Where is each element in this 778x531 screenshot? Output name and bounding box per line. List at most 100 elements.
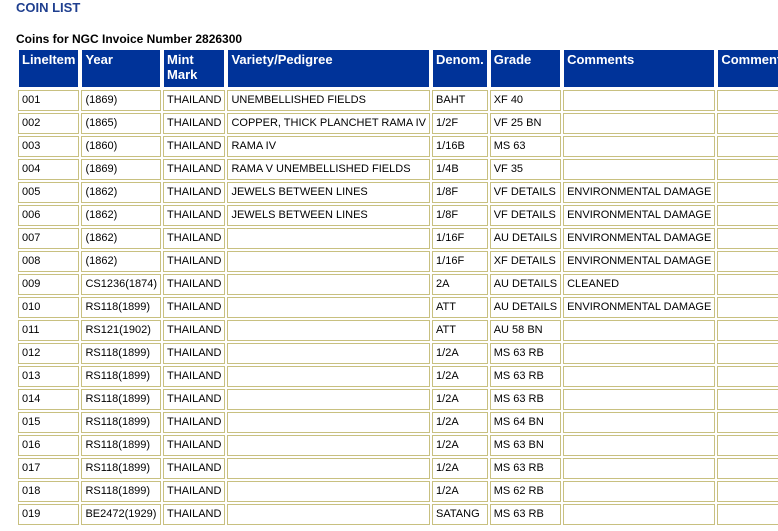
cell-mint-mark: THAILAND xyxy=(163,481,226,502)
cell-mint-mark: THAILAND xyxy=(163,113,226,134)
cell-variety xyxy=(227,458,431,479)
table-body: 001 (1869) THAILAND UNEMBELLISHED FIELDS BAH… xyxy=(18,90,778,525)
cell-comments: ENVIRONMENTAL DAMAGE xyxy=(563,205,716,226)
cell-year: RS118(1899) xyxy=(81,366,162,387)
cell-variety xyxy=(227,504,431,525)
cell-grade: AU 58 BN xyxy=(489,320,562,341)
cell-grade: AU DETAILS xyxy=(489,297,562,318)
table-row: 004 (1869) THAILAND RAMA V UNEMBELLISHED FI… xyxy=(18,159,778,180)
cell-denom: 1/2A xyxy=(432,435,488,456)
cell-denom: 1/16B xyxy=(432,136,488,157)
cell-comments xyxy=(563,389,716,410)
cell-comments-2 xyxy=(717,251,778,272)
cell-grade: MS 64 BN xyxy=(489,412,562,433)
cell-grade: XF DETAILS xyxy=(489,251,562,272)
cell-comments-2 xyxy=(717,343,778,364)
cell-year: RS121(1902) xyxy=(81,320,162,341)
cell-mint-mark: THAILAND xyxy=(163,504,226,525)
cell-denom: 1/2A xyxy=(432,343,488,364)
cell-mint-mark: THAILAND xyxy=(163,136,226,157)
cell-mint-mark: THAILAND xyxy=(163,228,226,249)
cell-lineitem: 016 xyxy=(18,435,80,456)
cell-lineitem: 018 xyxy=(18,481,80,502)
cell-lineitem: 007 xyxy=(18,228,80,249)
cell-comments-2 xyxy=(717,274,778,295)
table-row: 008 (1862) THAILAND 1/16F XF DETAILS ENVIRONM… xyxy=(18,251,778,272)
cell-variety: UNEMBELLISHED FIELDS xyxy=(227,90,431,111)
cell-lineitem: 001 xyxy=(18,90,80,111)
column-header-lineitem: LineItem xyxy=(18,49,80,88)
cell-mint-mark: THAILAND xyxy=(163,90,226,111)
cell-comments xyxy=(563,366,716,387)
cell-comments xyxy=(563,320,716,341)
cell-year: (1869) xyxy=(81,90,162,111)
cell-year: (1862) xyxy=(81,251,162,272)
cell-mint-mark: THAILAND xyxy=(163,159,226,180)
table-row: 002 (1865) THAILAND COPPER, THICK PLANCHET … xyxy=(18,113,778,134)
cell-comments-2 xyxy=(717,297,778,318)
invoice-subtitle: Coins for NGC Invoice Number 2826300 xyxy=(16,32,243,46)
cell-lineitem: 013 xyxy=(18,366,80,387)
cell-comments-2 xyxy=(717,481,778,502)
cell-comments-2 xyxy=(717,205,778,226)
cell-grade: AU DETAILS xyxy=(489,228,562,249)
cell-comments-2 xyxy=(717,412,778,433)
cell-mint-mark: THAILAND xyxy=(163,458,226,479)
cell-variety xyxy=(227,297,431,318)
cell-denom: 1/2A xyxy=(432,366,488,387)
cell-denom: 1/2A xyxy=(432,458,488,479)
cell-year: CS1236(1874) xyxy=(81,274,162,295)
cell-comments xyxy=(563,113,716,134)
cell-mint-mark: THAILAND xyxy=(163,366,226,387)
cell-denom: ATT xyxy=(432,320,488,341)
cell-denom: 1/2F xyxy=(432,113,488,134)
cell-comments-2 xyxy=(717,159,778,180)
cell-grade: MS 63 BN xyxy=(489,435,562,456)
cell-comments-2 xyxy=(717,182,778,203)
cell-denom: 1/8F xyxy=(432,182,488,203)
page-title: COIN LIST xyxy=(16,0,81,15)
cell-grade: VF DETAILS xyxy=(489,205,562,226)
cell-denom: 1/2A xyxy=(432,389,488,410)
cell-grade: MS 63 RB xyxy=(489,343,562,364)
cell-grade: XF 40 xyxy=(489,90,562,111)
cell-year: (1865) xyxy=(81,113,162,134)
cell-mint-mark: THAILAND xyxy=(163,297,226,318)
cell-denom: 2A xyxy=(432,274,488,295)
cell-year: RS118(1899) xyxy=(81,458,162,479)
cell-year: BE2472(1929) xyxy=(81,504,162,525)
cell-mint-mark: THAILAND xyxy=(163,435,226,456)
cell-grade: VF 25 BN xyxy=(489,113,562,134)
cell-year: (1869) xyxy=(81,159,162,180)
cell-grade: MS 63 RB xyxy=(489,504,562,525)
table-row: 003 (1860) THAILAND RAMA IV 1/16B MS 63 xyxy=(18,136,778,157)
table-row: 005 (1862) THAILAND JEWELS BETWEEN LINES 1/8… xyxy=(18,182,778,203)
cell-variety xyxy=(227,435,431,456)
table-row: 016 RS118(1899) THAILAND 1/2A MS 63 BN xyxy=(18,435,778,456)
table-row: 009 CS1236(1874) THAILAND 2A AU DETAILS CLEAN… xyxy=(18,274,778,295)
cell-lineitem: 019 xyxy=(18,504,80,525)
cell-comments-2 xyxy=(717,458,778,479)
cell-comments: ENVIRONMENTAL DAMAGE xyxy=(563,297,716,318)
table-row: 001 (1869) THAILAND UNEMBELLISHED FIELDS BAH… xyxy=(18,90,778,111)
cell-comments-2 xyxy=(717,136,778,157)
cell-variety xyxy=(227,366,431,387)
cell-comments xyxy=(563,481,716,502)
cell-lineitem: 005 xyxy=(18,182,80,203)
table-row: 011 RS121(1902) THAILAND ATT AU 58 BN xyxy=(18,320,778,341)
cell-year: RS118(1899) xyxy=(81,435,162,456)
cell-comments-2 xyxy=(717,228,778,249)
cell-year: RS118(1899) xyxy=(81,412,162,433)
cell-comments-2 xyxy=(717,320,778,341)
cell-lineitem: 009 xyxy=(18,274,80,295)
cell-grade: VF 35 xyxy=(489,159,562,180)
cell-comments xyxy=(563,159,716,180)
column-header-grade: Grade xyxy=(489,49,562,88)
cell-comments-2 xyxy=(717,113,778,134)
cell-denom: 1/2A xyxy=(432,481,488,502)
cell-comments xyxy=(563,412,716,433)
cell-comments xyxy=(563,90,716,111)
cell-mint-mark: THAILAND xyxy=(163,205,226,226)
cell-comments xyxy=(563,136,716,157)
cell-comments xyxy=(563,504,716,525)
